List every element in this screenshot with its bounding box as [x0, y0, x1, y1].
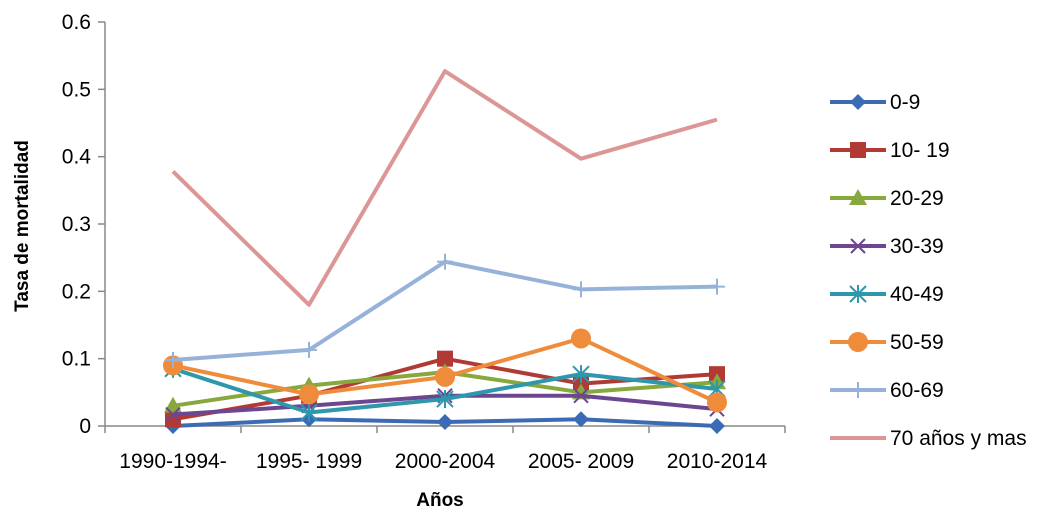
- data-point: [299, 384, 319, 404]
- legend-label: 40-49: [890, 283, 944, 306]
- series-0-9: [165, 411, 725, 434]
- legend-marker: [850, 94, 866, 110]
- legend-label: 20-29: [890, 187, 944, 210]
- y-tick-label: 0.3: [62, 213, 91, 236]
- legend-item: 50-59: [830, 331, 944, 354]
- data-point: [435, 367, 455, 387]
- x-tick-label: 1990-1994-: [119, 450, 226, 473]
- x-tick-label: 2000-2004: [395, 450, 496, 473]
- legend-label: 50-59: [890, 331, 944, 354]
- legend-label: 70 años y mas: [890, 427, 1027, 450]
- data-point: [437, 414, 453, 430]
- legend-marker: [850, 142, 866, 158]
- legend-marker: [850, 382, 866, 398]
- y-tick-label: 0.5: [62, 78, 91, 101]
- data-point: [709, 418, 725, 434]
- y-tick-label: 0.6: [62, 11, 91, 34]
- y-tick-label: 0.4: [62, 146, 92, 169]
- data-point: [573, 411, 589, 427]
- data-point: [707, 392, 727, 412]
- legend-marker: [848, 332, 868, 352]
- y-tick-label: 0: [79, 415, 91, 438]
- legend-item: 70 años y mas: [830, 427, 1027, 450]
- y-tick-label: 0.2: [62, 280, 91, 303]
- legend-label: 0-9: [890, 91, 920, 114]
- legend-label: 60-69: [890, 379, 944, 402]
- legend-item: 0-9: [830, 91, 920, 114]
- legend-item: 20-29: [830, 187, 944, 210]
- legend-item: 40-49: [830, 283, 944, 306]
- x-tick-group: 1990-1994- 1995- 1999 2000-2004 2005- 2009 2…: [105, 426, 785, 473]
- legend-item: 10- 19: [830, 139, 950, 162]
- x-tick-label: 1995- 1999: [256, 450, 362, 473]
- legend-label: 30-39: [890, 235, 944, 258]
- x-tick-label: 2010-2014: [667, 450, 768, 473]
- legend: 0-9 10- 19 20-29 30-39 40-49 50-59 60-69 70 año…: [830, 91, 1027, 450]
- legend-label: 10- 19: [890, 139, 950, 162]
- x-axis-title: Años: [416, 490, 464, 511]
- y-tick-label: 0.1: [62, 348, 91, 371]
- data-point: [709, 279, 725, 295]
- legend-item: 30-39: [830, 235, 944, 258]
- series-group: [163, 71, 727, 434]
- y-axis-title: Tasa de mortalidad: [12, 140, 33, 312]
- series-line: [173, 71, 717, 305]
- data-point: [573, 281, 589, 297]
- legend-item: 60-69: [830, 379, 944, 402]
- x-tick-label: 2005- 2009: [528, 450, 634, 473]
- y-tick-group: 0 0.1 0.2 0.3 0.4 0.5 0.6: [62, 11, 105, 438]
- series-line: [173, 262, 717, 360]
- series-70-a-os-y-mas: [173, 71, 717, 305]
- data-point: [571, 328, 591, 348]
